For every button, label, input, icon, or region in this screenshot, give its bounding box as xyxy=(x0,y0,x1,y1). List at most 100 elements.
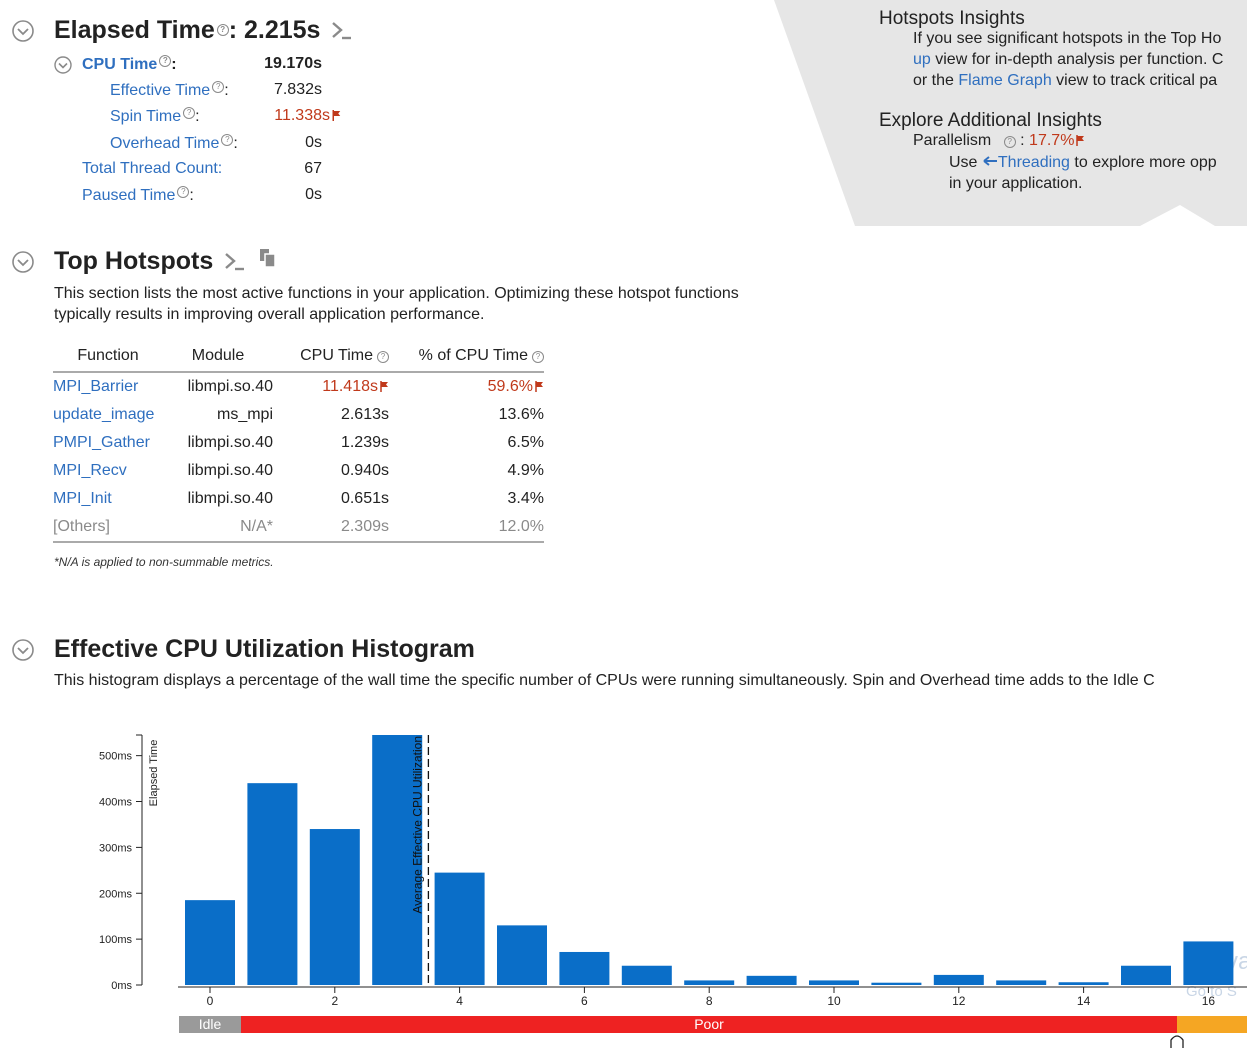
cpu-time-cell: 0.940s xyxy=(340,462,389,479)
cpu-time-cell: 1.239s xyxy=(340,434,389,451)
y-tick-label: 300ms xyxy=(99,842,133,854)
paused-time-value: 0s xyxy=(305,186,322,203)
ok-band xyxy=(1177,1016,1247,1033)
spin-time-label[interactable]: Spin Time xyxy=(110,108,182,125)
table-row: PMPI_Gather libmpi.so.40 1.239s 6.5% xyxy=(53,429,544,457)
hotspots-description-line1: This section lists the most active funct… xyxy=(54,285,739,302)
header-cpu-time[interactable]: CPU Time? xyxy=(273,343,389,373)
x-tick-label: 6 xyxy=(581,994,588,1008)
insights-panel xyxy=(774,0,1247,226)
paused-time-row: Paused Time?: xyxy=(82,186,194,204)
command-line-icon[interactable] xyxy=(331,20,353,40)
others-cell: [Others] xyxy=(53,513,163,543)
average-cpu-utilization-label: Average Effective CPU Utilization xyxy=(410,736,424,914)
overhead-time-label[interactable]: Overhead Time xyxy=(110,135,220,152)
histogram-bar xyxy=(684,980,735,985)
x-tick-label: 14 xyxy=(1077,994,1091,1008)
x-tick-label: 0 xyxy=(207,994,214,1008)
overhead-time-row: Overhead Time?: xyxy=(110,134,238,152)
hotspots-footnote: *N/A is applied to non-summable metrics. xyxy=(54,555,274,569)
function-link[interactable]: MPI_Init xyxy=(53,490,112,507)
use-pre: Use xyxy=(949,154,982,171)
cpu-time-cell: 11.418s xyxy=(273,372,389,401)
function-link[interactable]: MPI_Recv xyxy=(53,462,127,479)
module-cell: libmpi.so.40 xyxy=(187,490,273,507)
histogram-bar xyxy=(559,951,610,985)
histogram-bar xyxy=(372,735,423,985)
threading-icon xyxy=(983,156,997,166)
elapsed-time-heading: Elapsed Time?: 2.215s xyxy=(54,16,353,45)
effective-time-row: Effective Time?: xyxy=(110,81,229,99)
elapsed-time-label: Elapsed Time xyxy=(54,16,215,44)
x-tick-label: 2 xyxy=(331,994,338,1008)
histogram-bar xyxy=(434,872,485,985)
threading-link[interactable]: Threading xyxy=(997,154,1070,171)
help-icon[interactable]: ? xyxy=(377,351,389,363)
insights-title: Hotspots Insights xyxy=(879,8,1025,29)
x-tick-label: 10 xyxy=(827,994,841,1008)
function-link[interactable]: PMPI_Gather xyxy=(53,434,150,451)
help-icon[interactable]: ? xyxy=(221,134,234,146)
top-down-link[interactable]: up xyxy=(913,51,931,68)
idle-band xyxy=(179,1016,241,1033)
cpu-utilization-histogram: Idle Poor Activa Go to S 0ms100ms200ms30… xyxy=(99,734,1247,1048)
cpu-time-value: 19.170s xyxy=(264,55,322,72)
collapse-toggle-icon[interactable] xyxy=(12,639,34,661)
function-link[interactable]: update_image xyxy=(53,406,155,423)
help-icon[interactable]: ? xyxy=(183,107,196,119)
flag-icon xyxy=(535,381,543,392)
header-function[interactable]: Function xyxy=(53,343,163,373)
total-thread-count-label[interactable]: Total Thread Count: xyxy=(82,160,223,177)
function-link[interactable]: MPI_Barrier xyxy=(53,378,139,395)
histogram-title: Effective CPU Utilization Histogram xyxy=(54,635,475,663)
histogram-bar xyxy=(621,965,672,985)
top-hotspots-title: Top Hotspots xyxy=(54,247,214,275)
copy-icon[interactable] xyxy=(257,247,279,269)
cpu-time-cell: 0.651s xyxy=(340,490,389,507)
help-icon[interactable]: ? xyxy=(159,55,172,67)
poor-band-label: Poor xyxy=(694,1016,724,1032)
histogram-bar xyxy=(933,974,984,985)
help-icon[interactable]: ? xyxy=(216,24,229,36)
x-tick-label: 4 xyxy=(456,994,463,1008)
idle-band-label: Idle xyxy=(199,1016,222,1032)
help-icon[interactable]: ? xyxy=(532,351,544,363)
y-tick-label: 200ms xyxy=(99,888,133,900)
cpu-time-text: 11.418s xyxy=(322,378,378,395)
help-icon[interactable]: ? xyxy=(177,186,190,198)
cpu-time-row: CPU Time?: xyxy=(82,55,177,73)
insights-line3-pre: or the xyxy=(913,72,959,89)
table-row: MPI_Recv libmpi.so.40 0.940s 4.9% xyxy=(53,457,544,485)
collapse-toggle-icon[interactable] xyxy=(12,251,34,273)
histogram-bar xyxy=(185,900,235,985)
use-threading-row: Use Threading to explore more opp xyxy=(949,154,1217,172)
help-icon[interactable]: ? xyxy=(1003,136,1016,148)
module-cell: libmpi.so.40 xyxy=(187,462,273,479)
histogram-bar xyxy=(809,980,859,985)
header-cpu-time-label: CPU Time xyxy=(300,347,373,364)
y-tick-label: 400ms xyxy=(99,797,133,809)
command-line-icon[interactable] xyxy=(224,251,246,271)
flame-graph-link[interactable]: Flame Graph xyxy=(958,72,1052,89)
cpu-time-toggle-icon[interactable] xyxy=(54,56,72,74)
histogram-bar xyxy=(497,925,547,985)
table-row: update_image ms_mpi 2.613s 13.6% xyxy=(53,401,544,429)
pct-cell: 6.5% xyxy=(507,434,544,451)
cpu-time-label[interactable]: CPU Time xyxy=(82,56,158,73)
pct-cell: 13.6% xyxy=(498,406,544,423)
poor-band xyxy=(241,1016,1177,1033)
flag-icon xyxy=(1076,135,1085,146)
effective-time-label[interactable]: Effective Time xyxy=(110,82,211,99)
target-marker-icon[interactable] xyxy=(1170,1035,1184,1048)
use-rest: to explore more opp xyxy=(1069,154,1217,171)
header-module[interactable]: Module xyxy=(163,343,273,373)
paused-time-label[interactable]: Paused Time xyxy=(82,187,176,204)
table-row: [Others] N/A* 2.309s 12.0% xyxy=(53,513,544,543)
help-icon[interactable]: ? xyxy=(212,81,225,93)
header-pct-label: % of CPU Time xyxy=(418,347,528,364)
header-pct-cpu-time[interactable]: % of CPU Time? xyxy=(389,343,544,373)
x-tick-label: 8 xyxy=(706,994,713,1008)
collapse-toggle-icon[interactable] xyxy=(12,20,34,42)
spin-time-row: Spin Time?: xyxy=(110,107,200,125)
flag-icon xyxy=(332,110,340,121)
